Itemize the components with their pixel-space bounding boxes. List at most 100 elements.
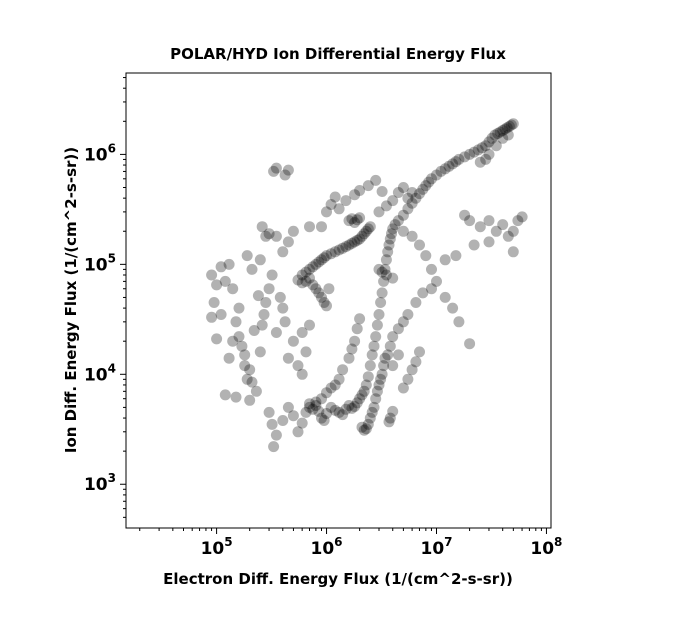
data-point — [346, 213, 358, 225]
data-point — [349, 236, 361, 248]
data-point — [406, 187, 418, 198]
data-point — [343, 239, 355, 251]
data-point — [439, 163, 451, 175]
data-point — [507, 118, 519, 130]
data-point — [358, 424, 370, 436]
data-point — [505, 119, 517, 131]
data-point — [443, 160, 455, 172]
data-point — [431, 169, 442, 181]
data-point — [316, 291, 327, 303]
data-point — [270, 429, 282, 441]
data-point — [397, 225, 409, 237]
data-point — [366, 406, 378, 418]
data-point — [325, 199, 337, 210]
y-axis-label: Ion Diff. Energy Flux (1/(cm^2-s-sr)) — [62, 147, 80, 453]
x-tick-label: 108 — [530, 535, 562, 559]
data-point — [364, 360, 376, 372]
data-point — [343, 215, 355, 227]
data-point — [215, 309, 227, 320]
data-point — [239, 360, 251, 372]
data-point — [459, 151, 471, 163]
y-axis-ticks: 103 104 105 106 — [84, 141, 126, 495]
data-point — [208, 297, 220, 308]
data-point — [292, 360, 304, 372]
data-point — [256, 319, 268, 331]
data-point — [392, 215, 404, 227]
data-point — [318, 415, 330, 426]
data-point — [310, 396, 322, 408]
data-point — [476, 142, 488, 154]
data-points — [206, 118, 528, 453]
data-point — [325, 248, 337, 260]
y-tick-label: 103 — [84, 471, 116, 495]
data-point — [219, 275, 231, 287]
data-point — [254, 254, 266, 266]
data-point — [354, 313, 366, 325]
data-point — [325, 382, 337, 394]
data-point — [354, 185, 366, 196]
data-point — [362, 371, 374, 383]
data-point — [296, 368, 308, 380]
data-point — [490, 225, 502, 237]
data-point — [492, 128, 504, 139]
data-point — [333, 203, 345, 215]
data-point — [300, 406, 312, 418]
data-point — [417, 183, 429, 195]
data-point — [333, 373, 345, 385]
data-point — [356, 389, 368, 401]
x-tick-label: 105 — [201, 535, 233, 559]
data-point — [501, 122, 513, 134]
data-point — [378, 360, 390, 372]
data-point — [464, 215, 476, 227]
data-point — [304, 398, 315, 410]
data-point — [340, 241, 352, 253]
data-point — [263, 406, 275, 418]
data-point — [321, 387, 332, 399]
data-point — [483, 136, 495, 148]
data-point — [215, 261, 227, 273]
data-point — [310, 283, 322, 295]
data-point — [316, 412, 327, 424]
data-point — [296, 277, 308, 289]
data-point — [282, 164, 294, 176]
x-tick-label: 106 — [310, 535, 342, 559]
data-point — [268, 441, 280, 453]
data-point — [354, 212, 366, 224]
data-point — [410, 297, 422, 308]
data-point — [248, 325, 260, 336]
data-point — [392, 349, 404, 361]
chart-title: POLAR/HYD Ion Differential Energy Flux — [170, 45, 506, 63]
data-point — [472, 144, 484, 156]
y-tick-label: 106 — [84, 141, 116, 165]
data-point — [397, 316, 409, 328]
data-point — [379, 352, 391, 364]
data-point — [268, 165, 280, 177]
data-point — [304, 272, 315, 284]
data-point — [392, 323, 404, 335]
data-point — [266, 418, 278, 430]
data-point — [279, 316, 291, 328]
data-point — [489, 129, 501, 141]
data-point — [354, 233, 366, 245]
data-point — [453, 316, 465, 328]
data-point — [497, 125, 509, 136]
data-point — [233, 331, 245, 343]
data-point — [360, 423, 372, 435]
data-point — [499, 123, 511, 135]
data-point — [304, 319, 315, 331]
data-point — [307, 403, 319, 415]
data-point — [447, 302, 459, 314]
data-point — [480, 153, 492, 165]
data-point — [397, 182, 409, 193]
data-point — [219, 389, 231, 401]
data-point — [263, 283, 275, 295]
data-point — [318, 252, 330, 264]
data-point — [373, 379, 385, 391]
data-point — [343, 400, 355, 411]
data-point — [244, 394, 256, 406]
data-point — [349, 335, 361, 347]
data-point — [384, 340, 396, 352]
x-axis-ticks: 105 106 107 108 — [201, 528, 562, 559]
data-point — [392, 187, 404, 198]
data-point — [296, 269, 308, 281]
